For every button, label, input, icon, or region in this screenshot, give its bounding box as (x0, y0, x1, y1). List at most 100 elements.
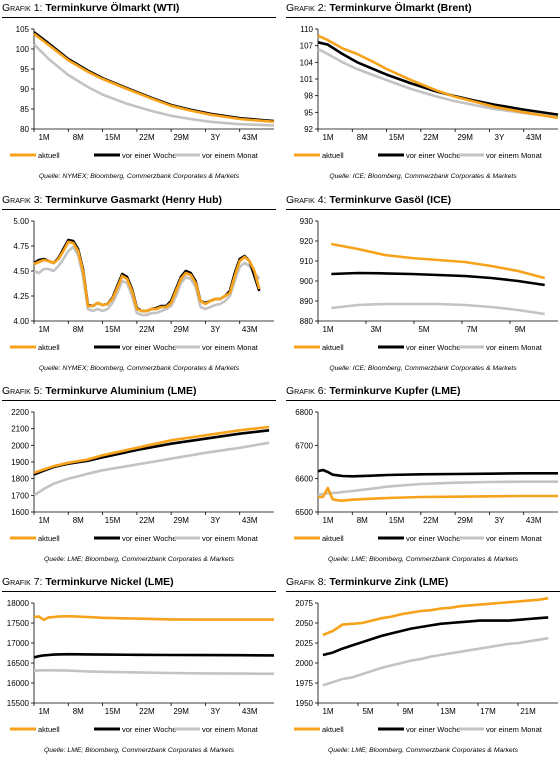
chart-title-prefix: Grafik 5: (2, 385, 43, 397)
chart-brent: 92 95 98 101 104 107 110 1M 8M 15M 22M 29M 3Y 43M aktu… (294, 25, 559, 160)
x-tick-label: 29M (457, 133, 473, 142)
chart-title-prefix: Grafik 6: (286, 385, 327, 397)
y-tick-label: 17000 (7, 639, 30, 648)
chart-aluminium: 1600 1700 1800 1900 2000 2100 2200 1M 8M 15M 22M 29… (10, 408, 274, 543)
chart-title-prefix: Grafik 1: (2, 2, 43, 14)
x-tick-label: 1M (38, 516, 49, 525)
chart-title-text: Terminkurve Nickel (LME) (45, 576, 174, 588)
chart-title: Grafik 3: Terminkurve Gasmarkt (Henry Hu… (2, 193, 276, 210)
x-tick-label: 5M (418, 325, 429, 334)
chart-panel-6: Grafik 6: Terminkurve Kupfer (LME) 6500 6… (286, 384, 560, 574)
chart-title-text: Terminkurve Gasöl (ICE) (329, 194, 452, 206)
y-tick-label: 920 (300, 237, 314, 246)
y-tick-label: 18000 (7, 599, 30, 608)
x-tick-label: 43M (242, 707, 258, 716)
y-tick-label: 4.25 (13, 292, 29, 301)
y-tick-label: 4.00 (13, 317, 29, 326)
legend-label-aktuell: aktuell (322, 343, 344, 352)
chart-title-prefix: Grafik 4: (286, 194, 327, 206)
series-line-woche (317, 468, 558, 478)
chart-gasoel: 880 890 900 910 920 930 1M 3M 5M 7M 9M aktuell vor e… (294, 217, 558, 352)
chart-title: Grafik 2: Terminkurve Ölmarkt (Brent) (286, 1, 560, 18)
chart-title: Grafik 1: Terminkurve Ölmarkt (WTI) (2, 1, 276, 18)
x-tick-label: 22M (423, 133, 439, 142)
series-line-aktuell (33, 614, 274, 622)
y-tick-label: 900 (300, 277, 314, 286)
x-tick-label: 21M (520, 707, 536, 716)
legend-label-monat: vor einem Monat (486, 151, 543, 160)
legend-label-monat: vor einem Monat (202, 151, 259, 160)
y-tick-label: 2200 (11, 408, 29, 417)
x-tick-label: 1M (38, 133, 49, 142)
x-tick-label: 43M (242, 133, 258, 142)
legend-label-aktuell: aktuell (38, 343, 60, 352)
x-tick-label: 15M (105, 133, 121, 142)
y-tick-label: 2100 (11, 425, 29, 434)
y-tick-label: 880 (300, 317, 314, 326)
series-line-aktuell (318, 486, 558, 502)
chart-panel-1: Grafik 1: Terminkurve Ölmarkt (WTI) 80 85… (2, 1, 276, 191)
legend-label-woche: vor einer Woche (122, 534, 176, 543)
x-tick-label: 29M (173, 133, 189, 142)
chart-title-prefix: Grafik 8: (286, 576, 327, 588)
y-tick-label: 2000 (295, 659, 313, 668)
x-tick-label: 13M (440, 707, 456, 716)
x-tick-label: 3Y (495, 133, 505, 142)
legend-label-woche: vor einer Woche (406, 534, 460, 543)
legend-label-woche: vor einer Woche (406, 151, 460, 160)
y-tick-label: 101 (300, 75, 314, 84)
legend-label-aktuell: aktuell (38, 534, 60, 543)
x-tick-label: 8M (73, 133, 84, 142)
y-tick-label: 2050 (295, 619, 313, 628)
y-tick-label: 4.75 (13, 242, 29, 251)
y-tick-label: 890 (300, 297, 314, 306)
y-tick-label: 80 (20, 125, 29, 134)
chart-panel-3: Grafik 3: Terminkurve Gasmarkt (Henry Hu… (2, 193, 276, 383)
series-line-woche (33, 652, 275, 659)
series-line-monat (33, 668, 275, 676)
x-tick-label: 9M (402, 707, 413, 716)
chart-panel-2: Grafik 2: Terminkurve Ölmarkt (Brent) 92… (286, 1, 560, 191)
chart-title-prefix: Grafik 2: (286, 2, 327, 14)
legend-label-monat: vor einem Monat (202, 343, 259, 352)
chart-title: Grafik 7: Terminkurve Nickel (LME) (2, 575, 276, 592)
series-line-aktuell-dashes (33, 240, 261, 313)
x-tick-label: 22M (423, 516, 439, 525)
y-tick-label: 2000 (11, 441, 29, 450)
chart-source: Quelle: LME; Bloomberg, Commerzbank Corp… (327, 747, 518, 754)
x-tick-label: 8M (357, 516, 368, 525)
y-tick-label: 98 (304, 92, 313, 101)
chart-title-text: Terminkurve Zink (LME) (329, 576, 449, 588)
y-tick-label: 105 (16, 25, 30, 34)
y-tick-label: 92 (304, 125, 313, 134)
x-tick-label: 29M (457, 516, 473, 525)
y-tick-label: 95 (304, 108, 313, 117)
x-tick-label: 22M (139, 707, 155, 716)
chart-title-text: Terminkurve Kupfer (LME) (329, 385, 461, 397)
x-tick-label: 43M (242, 325, 258, 334)
series-line-aktuell (33, 32, 275, 124)
series-line-woche (322, 616, 549, 657)
y-tick-label: 17500 (7, 619, 30, 628)
x-tick-label: 5M (362, 707, 373, 716)
y-tick-label: 16000 (7, 679, 30, 688)
legend-label-woche: vor einer Woche (122, 725, 176, 734)
y-tick-label: 930 (300, 217, 314, 226)
y-tick-label: 5.00 (13, 217, 29, 226)
chart-zink: 1950 1975 2000 2025 2050 2075 1M 5M 9M 13M 17M 21M a… (294, 596, 558, 734)
x-tick-label: 3M (370, 325, 381, 334)
chart-title: Grafik 5: Terminkurve Aluminium (LME) (2, 384, 276, 401)
x-tick-label: 8M (357, 133, 368, 142)
x-tick-label: 3Y (211, 707, 221, 716)
x-tick-label: 1M (322, 133, 333, 142)
y-tick-label: 104 (300, 58, 314, 67)
chart-panel-7: Grafik 7: Terminkurve Nickel (LME) 15500… (2, 575, 276, 765)
x-tick-label: 9M (514, 325, 525, 334)
chart-source: Quelle: NYMEX; Bloomberg, Commerzbank Co… (38, 365, 240, 372)
legend-label-woche: vor einer Woche (406, 725, 460, 734)
y-tick-label: 16500 (7, 659, 30, 668)
series-line-aktuell (322, 596, 549, 637)
legend-label-aktuell: aktuell (322, 151, 344, 160)
x-tick-label: 1M (322, 516, 333, 525)
legend-label-woche: vor einer Woche (122, 343, 176, 352)
